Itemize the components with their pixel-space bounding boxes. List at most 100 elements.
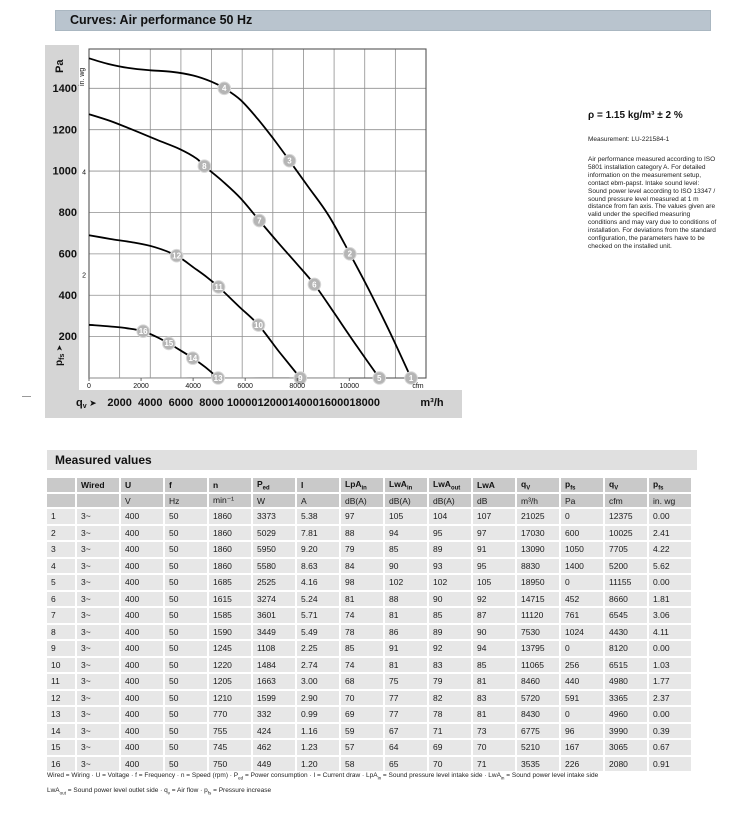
svg-text:6: 6 — [312, 280, 317, 289]
table-cell: 16 — [47, 756, 75, 771]
table-cell: 70 — [473, 740, 515, 755]
air-density-line: ρ = 1.15 kg/m³ ± 2 % — [588, 110, 683, 121]
table-row: 11 3~ 400 50 1205 1663 3.00 68 75 79 81 8460 440 4980… — [47, 674, 691, 689]
table-cell: 65 — [385, 756, 427, 771]
table-cell: 449 — [253, 756, 295, 771]
table-cell: 1050 — [561, 542, 603, 557]
operating-point-2: 2 — [343, 247, 357, 261]
table-cell: 400 — [121, 509, 163, 524]
table-cell: 3~ — [77, 509, 119, 524]
table-cell: 1860 — [209, 525, 251, 540]
table-cell: 4 — [47, 558, 75, 573]
table-cell: 2525 — [253, 575, 295, 590]
table-cell: 87 — [473, 608, 515, 623]
table-cell: 400 — [121, 707, 163, 722]
table-cell: 97 — [473, 525, 515, 540]
table-cell: 3~ — [77, 674, 119, 689]
air-performance-chart: 1234567891011121314151620040060080010001… — [45, 45, 462, 418]
table-row: 9 3~ 400 50 1245 1108 2.25 85 91 92 94 13795 0 8120 0.… — [47, 641, 691, 656]
table-cell: 1.77 — [649, 674, 691, 689]
table-cell: 83 — [429, 657, 471, 672]
operating-point-14: 14 — [185, 351, 200, 365]
table-cell: 5.24 — [297, 591, 339, 606]
table-cell: 400 — [121, 558, 163, 573]
column-header: LwAout — [429, 478, 471, 492]
column-header: f — [165, 478, 207, 492]
table-cell: 90 — [429, 591, 471, 606]
table-cell: 4430 — [605, 624, 647, 639]
table-cell: 64 — [385, 740, 427, 755]
table-cell: 50 — [165, 690, 207, 705]
table-cell: 11 — [47, 674, 75, 689]
table-cell: 105 — [385, 509, 427, 524]
table-cell: 81 — [473, 707, 515, 722]
table-row: 4 3~ 400 50 1860 5580 8.63 84 90 93 95 8830 1400 5200… — [47, 558, 691, 573]
table-cell: 3373 — [253, 509, 295, 524]
svg-text:1400: 1400 — [53, 83, 77, 95]
table-cell: 12375 — [605, 509, 647, 524]
column-unit: cfm — [605, 494, 647, 507]
table-cell: 400 — [121, 756, 163, 771]
svg-text:18000: 18000 — [349, 397, 380, 409]
table-cell: 3~ — [77, 575, 119, 590]
table-cell: 4.11 — [649, 624, 691, 639]
table-cell: 68 — [341, 674, 383, 689]
column-header: LpAin — [341, 478, 383, 492]
table-cell: 81 — [385, 608, 427, 623]
svg-text:10000: 10000 — [340, 383, 360, 390]
column-unit: dB — [473, 494, 515, 507]
table-cell: 0 — [561, 575, 603, 590]
column-header: LwAin — [385, 478, 427, 492]
table-cell: 14715 — [517, 591, 559, 606]
svg-text:8000: 8000 — [289, 383, 305, 390]
operating-point-4: 4 — [217, 81, 232, 96]
table-cell: 1860 — [209, 558, 251, 573]
table-cell: 0.39 — [649, 723, 691, 738]
table-cell: 1 — [47, 509, 75, 524]
table-cell: 93 — [429, 558, 471, 573]
table-cell: 462 — [253, 740, 295, 755]
column-unit: Hz — [165, 494, 207, 507]
table-cell: 400 — [121, 740, 163, 755]
table-cell: 50 — [165, 525, 207, 540]
column-header: Wired — [77, 478, 119, 492]
table-cell: 452 — [561, 591, 603, 606]
svg-text:4: 4 — [222, 84, 227, 93]
table-cell: 97 — [341, 509, 383, 524]
column-header: U — [121, 478, 163, 492]
table-cell: 3365 — [605, 690, 647, 705]
table-cell: 400 — [121, 608, 163, 623]
table-cell: 750 — [209, 756, 251, 771]
fan-curve-1685-rpm — [88, 113, 381, 379]
table-cell: 78 — [429, 707, 471, 722]
svg-text:7: 7 — [257, 216, 262, 225]
table-cell: 1.23 — [297, 740, 339, 755]
table-cell: 761 — [561, 608, 603, 623]
svg-text:16: 16 — [139, 327, 148, 336]
column-unit: dB(A) — [385, 494, 427, 507]
table-cell: 1220 — [209, 657, 251, 672]
table-cell: 10025 — [605, 525, 647, 540]
table-cell: 13795 — [517, 641, 559, 656]
svg-text:13: 13 — [214, 374, 223, 383]
column-unit: W — [253, 494, 295, 507]
table-cell: 400 — [121, 690, 163, 705]
table-cell: 0.00 — [649, 509, 691, 524]
table-cell: 400 — [121, 525, 163, 540]
curves-section-title-text: Curves: Air performance 50 Hz — [70, 13, 253, 27]
table-row: 16 3~ 400 50 750 449 1.20 58 65 70 71 3535 226 2080 0.… — [47, 756, 691, 771]
table-cell: 77 — [385, 690, 427, 705]
operating-point-6: 6 — [307, 277, 322, 292]
table-cell: 7530 — [517, 624, 559, 639]
table-cell: 102 — [385, 575, 427, 590]
table-cell: 82 — [429, 690, 471, 705]
table-cell: 1585 — [209, 608, 251, 623]
y-axis-labels: 200 400 600 800 1000 1200 1400 Pa pfs ➤ — [53, 59, 77, 366]
table-cell: 50 — [165, 756, 207, 771]
table-cell: 3~ — [77, 690, 119, 705]
table-cell: 400 — [121, 591, 163, 606]
page-margin-mark — [22, 396, 31, 397]
table-cell: 400 — [121, 641, 163, 656]
table-cell: 2 — [47, 525, 75, 540]
